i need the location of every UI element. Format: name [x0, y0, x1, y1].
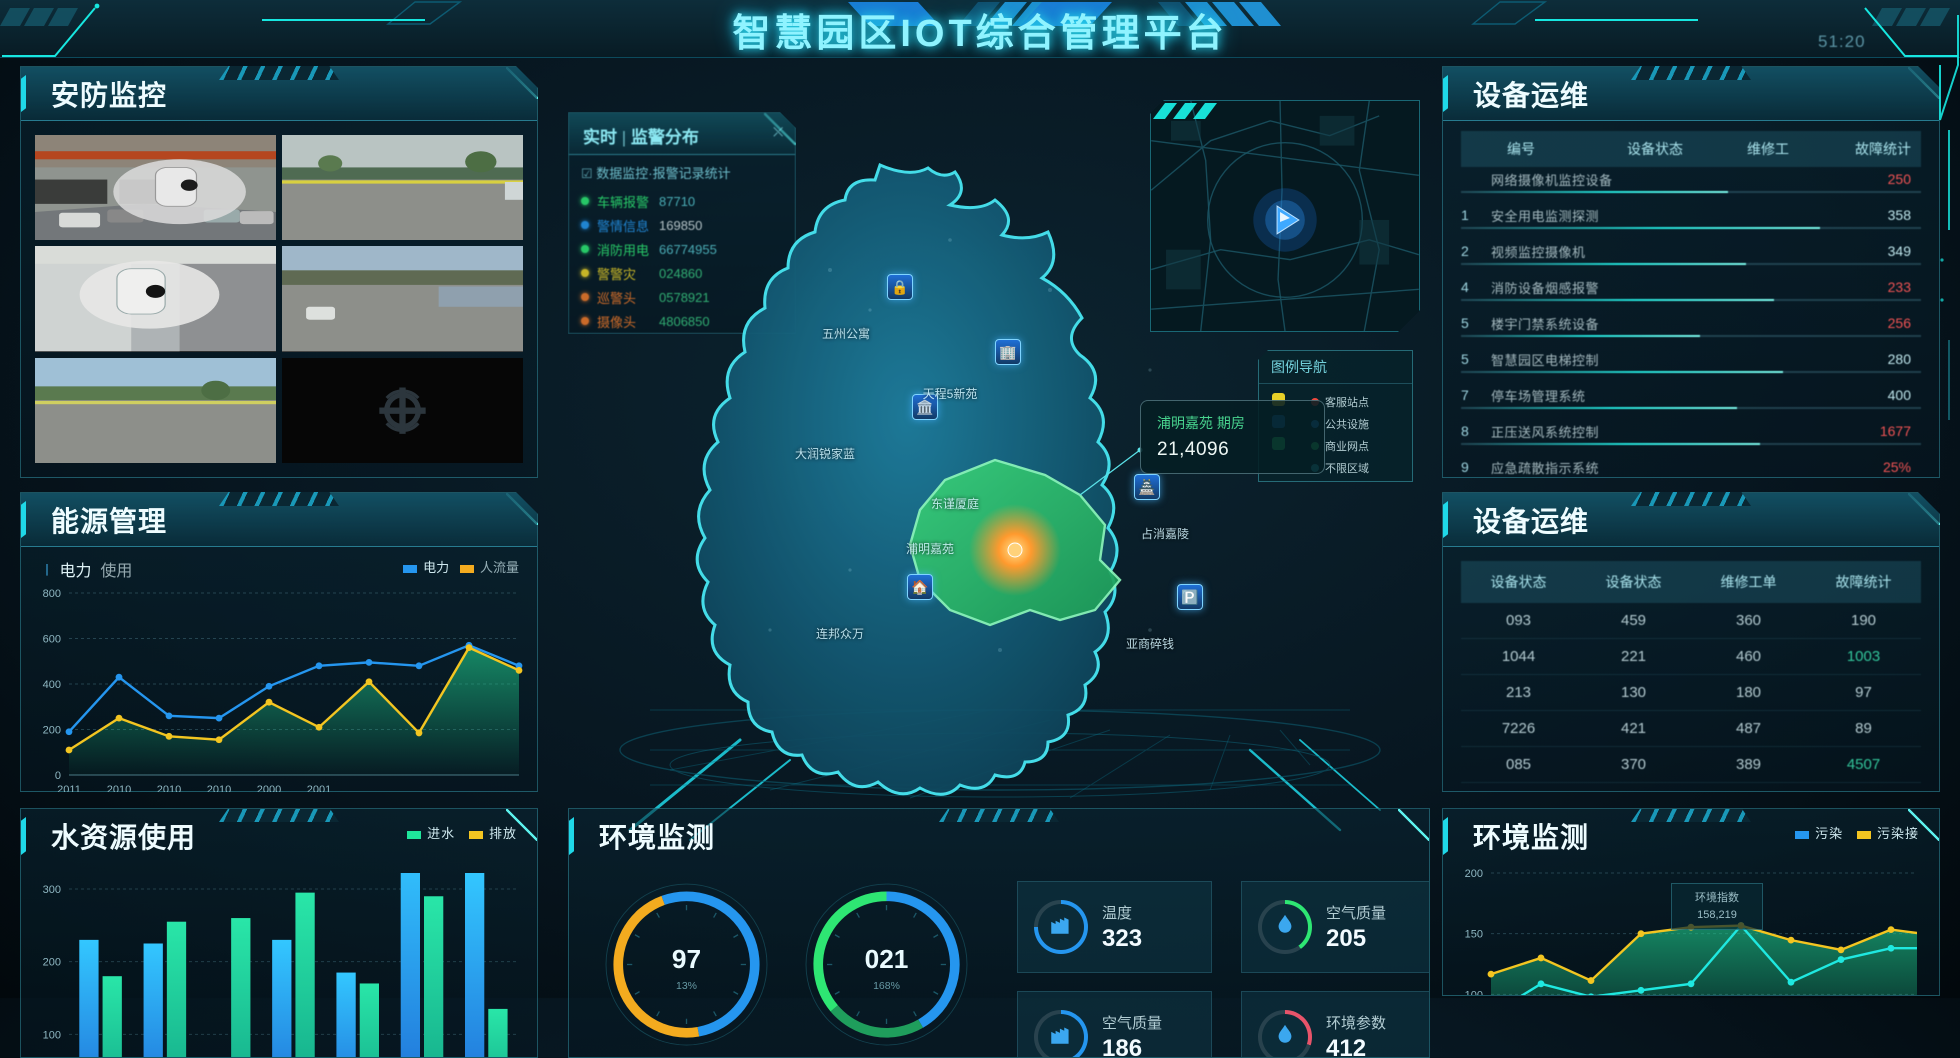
- svg-text:300: 300: [43, 884, 61, 896]
- svg-text:2010: 2010: [157, 784, 181, 796]
- svg-text:200: 200: [1465, 868, 1483, 880]
- svg-text:0: 0: [55, 770, 61, 782]
- svg-text:400: 400: [43, 679, 61, 691]
- svg-text:200: 200: [43, 725, 61, 737]
- svg-text:021: 021: [865, 944, 909, 974]
- svg-text:200: 200: [43, 957, 61, 969]
- svg-text:97: 97: [672, 944, 701, 974]
- svg-text:13%: 13%: [676, 980, 697, 992]
- svg-text:600: 600: [43, 634, 61, 646]
- svg-text:2010: 2010: [207, 784, 231, 796]
- svg-text:800: 800: [43, 588, 61, 600]
- svg-text:168%: 168%: [873, 980, 900, 992]
- svg-text:150: 150: [1465, 929, 1483, 941]
- svg-text:2000: 2000: [257, 784, 281, 796]
- svg-text:2011: 2011: [57, 784, 81, 796]
- svg-text:100: 100: [1465, 989, 1483, 996]
- svg-text:100: 100: [43, 1029, 61, 1041]
- svg-text:2001: 2001: [307, 784, 331, 796]
- svg-text:2010: 2010: [107, 784, 131, 796]
